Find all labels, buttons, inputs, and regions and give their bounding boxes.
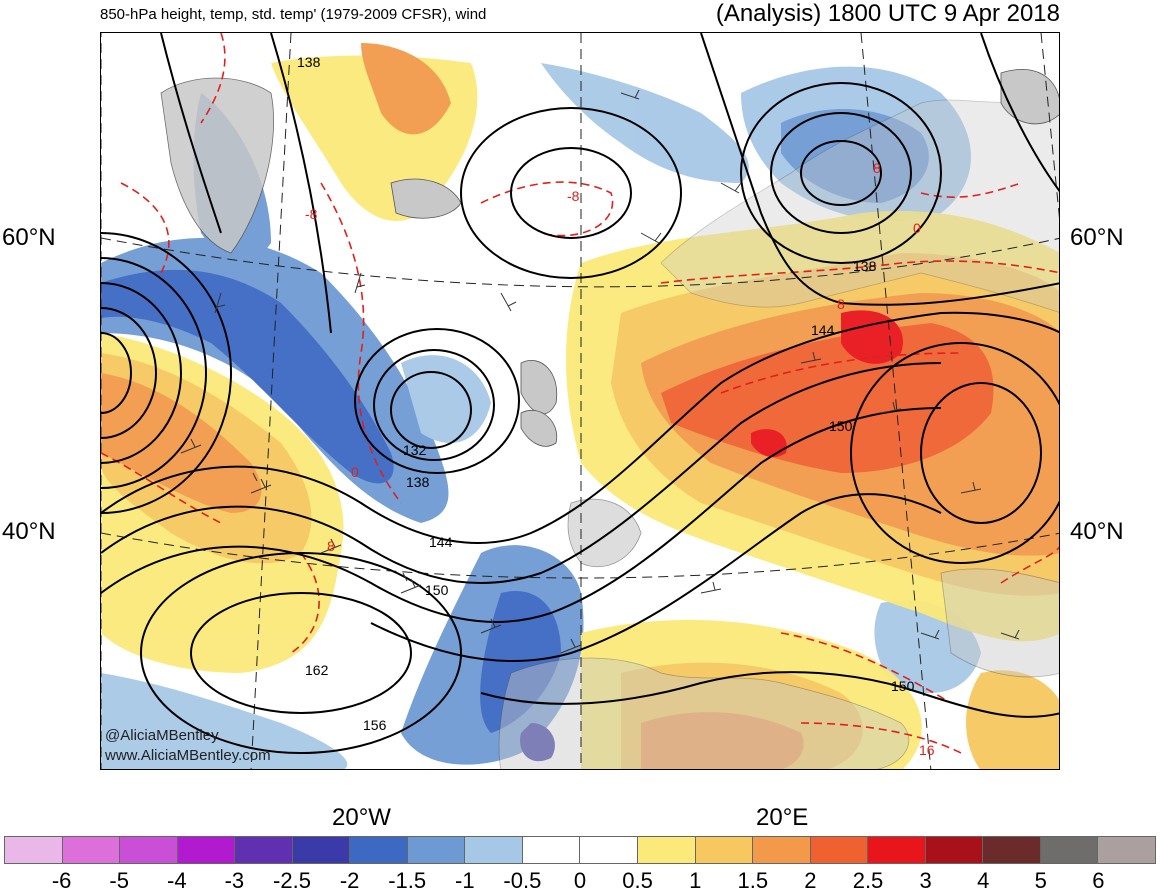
colorbar-swatch (1097, 836, 1156, 864)
lon-label: 20°E (756, 804, 809, 831)
colorbar-swatch (234, 836, 292, 864)
height-label: 150 (891, 678, 915, 694)
temp-label: 0 (351, 464, 359, 480)
height-label: 132 (403, 442, 427, 458)
lat-label-left: 40°N (2, 518, 56, 545)
colorbar-swatch (176, 836, 235, 864)
colorbar-swatch (61, 836, 120, 864)
colorbar-tick-label: 0 (573, 868, 587, 893)
colorbar-swatch (464, 836, 522, 864)
credit-site: www.AliciaMBentley.com (105, 747, 271, 764)
land-masses (160, 69, 1059, 769)
temp-label: 16 (919, 742, 935, 758)
colorbar-swatch (694, 836, 753, 864)
credit-handle: @AliciaMBentley (105, 727, 219, 744)
temp-label: 8 (873, 160, 881, 176)
colorbar-tick-label: -4 (167, 868, 187, 893)
colorbar-swatch (1039, 836, 1098, 864)
colorbar-tick-label: 3 (919, 868, 932, 893)
colorbar-tick-label: -1.5 (388, 868, 427, 893)
temp-label: 0 (913, 220, 921, 236)
colorbar-swatch (406, 836, 465, 864)
colorbar-swatch (752, 836, 810, 864)
colorbar-tick-label: -3 (224, 868, 245, 893)
colorbar-swatch (867, 836, 925, 864)
height-label: 144 (811, 322, 835, 338)
height-contours (101, 33, 1059, 754)
temp-label: 8 (327, 538, 335, 554)
weather-map: 138 138 144 132 138 144 150 162 156 150 … (100, 32, 1060, 770)
temp-label: -8 (305, 206, 318, 222)
colorbar-tick-label: 0.5 (622, 868, 653, 893)
colorbar-tick-label: -6 (51, 868, 72, 893)
colorbar-tick-label: 4 (977, 868, 990, 893)
colorbar-swatch (291, 836, 350, 864)
colorbar-tick-label: 5 (1034, 868, 1047, 893)
temp-label: -8 (567, 188, 580, 204)
height-label: 150 (829, 418, 853, 434)
height-label: 162 (305, 662, 329, 678)
colorbar-swatch (982, 836, 1040, 864)
colorbar-swatch (521, 836, 580, 864)
colorbar-swatch (579, 836, 638, 864)
height-label: 156 (363, 717, 387, 733)
temp-label: 8 (837, 296, 845, 312)
colorbar-tick-label: -5 (109, 868, 129, 893)
colorbar-swatch (4, 836, 62, 864)
colorbar-swatch (349, 836, 407, 864)
height-contour-labels: 138 138 144 132 138 144 150 162 156 150 … (297, 54, 915, 733)
map-canvas: 138 138 144 132 138 144 150 162 156 150 … (101, 33, 1059, 769)
chart-title-left: 850-hPa height, temp, std. temp' (1979-2… (100, 6, 487, 23)
colorbar-tick-label: -2 (339, 868, 360, 893)
height-label: 138 (406, 474, 430, 490)
colorbar-swatch (119, 836, 177, 864)
height-label: 138 (853, 258, 877, 274)
lat-label-right: 40°N (1070, 518, 1124, 545)
colorbar (4, 836, 1156, 864)
colorbar-tick-label: 2.5 (852, 868, 884, 893)
colorbar-swatch (924, 836, 983, 864)
height-label: 138 (297, 54, 321, 70)
height-label: 144 (429, 534, 453, 550)
colorbar-tick-label: 1 (689, 868, 702, 893)
height-label: 150 (425, 582, 449, 598)
colorbar-tick-label: 2 (804, 868, 817, 893)
temp-contour-labels: -8 -8 0 8 8 0 8 16 (305, 160, 935, 758)
colorbar-tick-label: 1.5 (737, 868, 769, 893)
colorbar-tick-label: -0.5 (503, 868, 542, 893)
colorbar-swatch (637, 836, 695, 864)
colorbar-tick-label: -2.5 (273, 868, 311, 893)
colorbar-swatch (809, 836, 868, 864)
lat-label-left: 60°N (2, 224, 56, 251)
colorbar-tick-label: -1 (455, 868, 475, 893)
wind-barbs (180, 89, 1020, 654)
chart-title-right: (Analysis) 1800 UTC 9 Apr 2018 (715, 0, 1060, 27)
temperature-contours (101, 33, 1059, 754)
colorbar-tick-label: 6 (1092, 868, 1105, 893)
lon-label: 20°W (332, 804, 391, 831)
lat-label-right: 60°N (1070, 224, 1124, 251)
